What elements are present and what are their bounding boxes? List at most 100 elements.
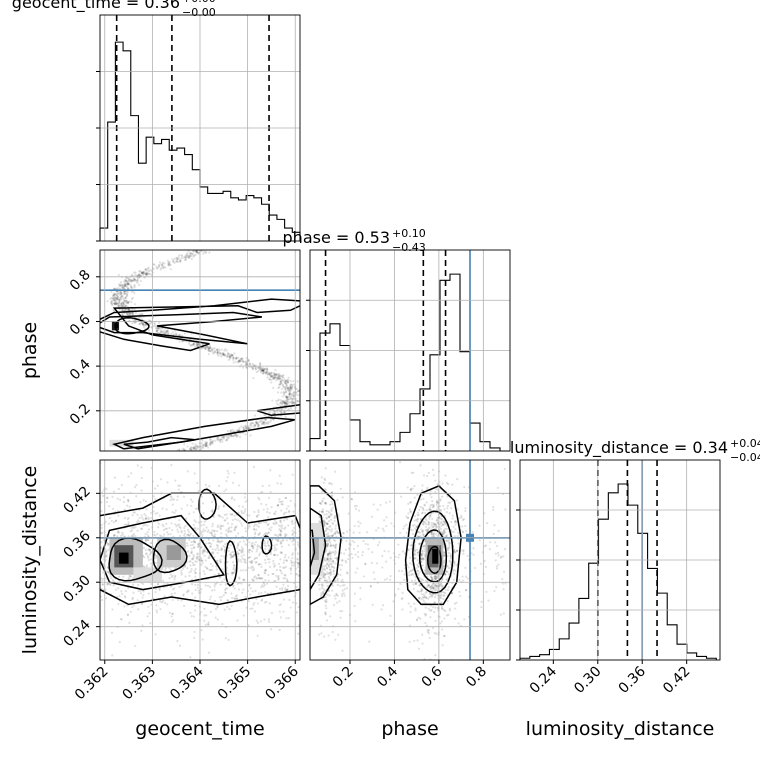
scatter-point	[138, 322, 141, 326]
scatter-point	[320, 510, 323, 513]
scatter-point	[381, 554, 384, 558]
scatter-point	[142, 593, 145, 597]
scatter-point	[430, 503, 433, 506]
scatter-point	[445, 539, 449, 542]
scatter-point	[138, 516, 141, 519]
scatter-point	[204, 584, 207, 587]
scatter-point	[101, 571, 105, 574]
scatter-point	[283, 402, 287, 405]
scatter-point	[446, 546, 449, 550]
scatter-point	[429, 504, 432, 507]
scatter-point	[287, 378, 290, 382]
scatter-point	[190, 547, 193, 550]
scatter-point	[240, 358, 243, 361]
scatter-point	[462, 531, 465, 534]
scatter-point	[132, 456, 134, 458]
scatter-point	[464, 524, 467, 528]
scatter-point	[127, 279, 130, 282]
scatter-point	[407, 502, 410, 505]
scatter-point	[240, 357, 243, 360]
scatter-point	[433, 524, 436, 527]
scatter-point	[443, 552, 446, 555]
scatter-point	[230, 526, 233, 529]
scatter-point	[229, 530, 232, 533]
scatter-point	[256, 621, 260, 624]
scatter-point	[442, 520, 445, 524]
scatter-point	[113, 296, 117, 299]
scatter-point	[123, 517, 127, 520]
scatter-point	[430, 576, 434, 579]
scatter-point	[275, 568, 279, 572]
scatter-point	[139, 589, 142, 592]
scatter-point	[270, 374, 273, 378]
scatter-point	[289, 392, 292, 395]
contour-line-5	[310, 507, 327, 592]
scatter-point	[226, 599, 230, 602]
scatter-point	[256, 425, 260, 428]
scatter-point	[328, 594, 331, 597]
scatter-point	[183, 256, 186, 259]
scatter-point	[339, 568, 342, 571]
scatter-point	[264, 591, 267, 594]
scatter-point	[184, 258, 187, 261]
scatter-point	[279, 521, 282, 524]
scatter-point	[264, 521, 267, 524]
scatter-point	[120, 534, 123, 537]
scatter-point	[259, 363, 262, 366]
scatter-point	[262, 369, 265, 373]
diag-title-sub-luminosity_distance: −0.04	[730, 451, 760, 464]
scatter-point	[290, 386, 293, 390]
scatter-point	[180, 256, 184, 260]
scatter-point	[441, 644, 444, 647]
scatter-point	[254, 575, 257, 578]
scatter-point	[163, 265, 166, 269]
scatter-point	[258, 554, 261, 557]
scatter-point	[190, 448, 193, 451]
scatter-point	[162, 525, 165, 528]
scatter-point	[494, 559, 497, 562]
scatter-point	[289, 559, 293, 562]
scatter-point	[453, 548, 456, 551]
scatter-point	[293, 526, 296, 529]
scatter-point	[177, 484, 180, 487]
scatter-point	[231, 561, 235, 564]
scatter-point	[245, 363, 248, 366]
scatter-point	[256, 422, 259, 426]
scatter-point	[417, 565, 420, 568]
scatter-point	[113, 302, 116, 305]
scatter-point	[166, 330, 169, 333]
scatter-point	[278, 500, 281, 503]
scatter-point	[333, 566, 336, 570]
scatter-point	[201, 549, 204, 552]
scatter-point	[497, 563, 500, 566]
scatter-point	[408, 640, 411, 644]
scatter-point	[247, 427, 251, 430]
scatter-point	[397, 556, 400, 559]
scatter-point	[288, 393, 291, 396]
scatter-point	[287, 386, 290, 390]
scatter-point	[223, 490, 226, 493]
scatter-point	[240, 522, 243, 525]
scatter-point	[283, 393, 286, 397]
scatter-point	[116, 535, 119, 538]
scatter-point	[432, 525, 435, 528]
scatter-point	[211, 525, 214, 528]
scatter-point	[333, 532, 337, 536]
scatter-point	[335, 543, 338, 546]
scatter-point	[422, 529, 425, 532]
scatter-point	[125, 280, 128, 283]
scatter-point	[127, 535, 130, 538]
scatter-point	[178, 259, 182, 262]
scatter-point	[283, 527, 286, 530]
scatter-point	[371, 551, 374, 554]
scatter-point	[142, 590, 145, 593]
scatter-point	[125, 523, 128, 526]
scatter-point	[176, 639, 179, 643]
scatter-point	[287, 398, 290, 401]
scatter-point	[219, 526, 222, 529]
scatter-point	[229, 544, 232, 547]
scatter-point	[189, 252, 193, 255]
scatter-point	[410, 569, 413, 573]
xtick-label-phase-0: 0.2	[330, 664, 357, 691]
scatter-point	[255, 422, 258, 425]
